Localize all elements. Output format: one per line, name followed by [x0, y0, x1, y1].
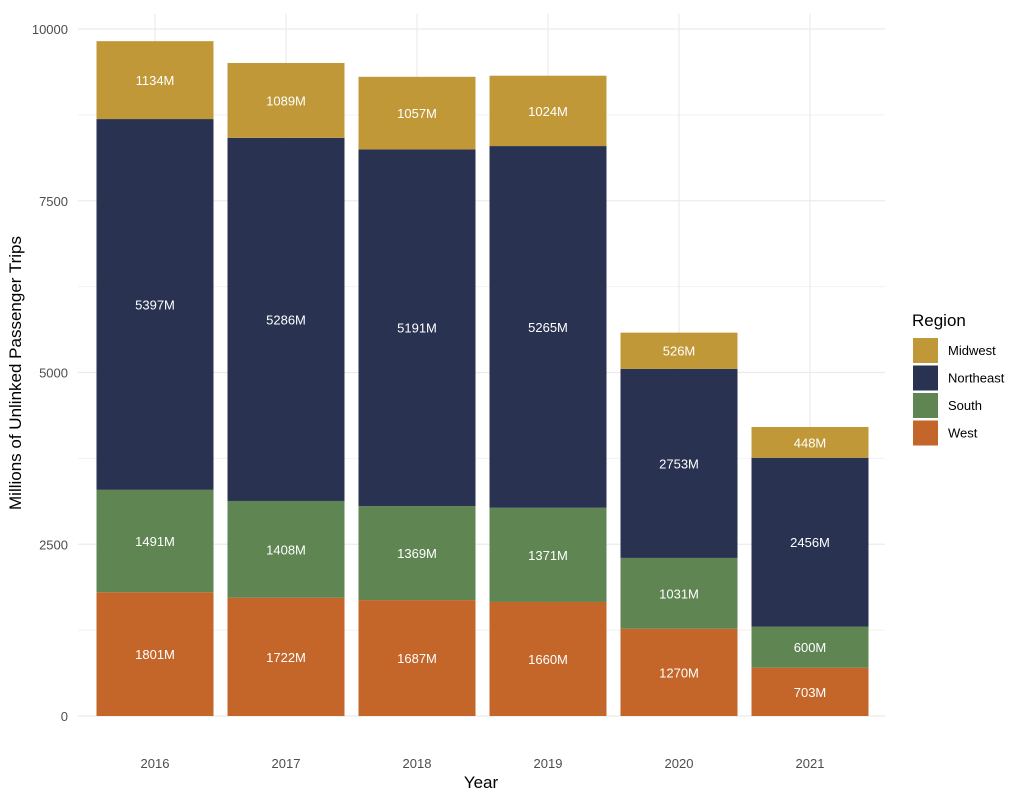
bar-segment-south-2020 — [620, 557, 738, 629]
bar-segment-midwest-2020 — [620, 332, 738, 369]
bar-segment-south-2016 — [96, 489, 214, 593]
bar-segment-west-2017 — [227, 597, 345, 716]
bar-segment-midwest-2019 — [489, 75, 607, 147]
bar-value-label: 2456M — [790, 535, 830, 550]
y-axis-ticks: 0 2500 5000 7500 10000 — [32, 22, 68, 724]
bar-value-label: 1491M — [135, 534, 175, 549]
y-tick-label: 2500 — [39, 537, 68, 552]
bar-value-label: 1089M — [266, 93, 306, 108]
legend-title: Region — [912, 311, 966, 330]
x-tick-label: 2018 — [403, 756, 432, 771]
y-tick-label: 5000 — [39, 366, 68, 381]
bar-segment-south-2017 — [227, 500, 345, 598]
bar-value-label: 5265M — [528, 320, 568, 335]
bar-segment-midwest-2017 — [227, 63, 345, 138]
x-axis-ticks: 2016 2017 2018 2019 2020 2021 — [141, 756, 825, 771]
bar-value-label: 526M — [663, 344, 696, 359]
bar-segment-northeast-2018 — [358, 149, 476, 507]
bar-segment-west-2018 — [358, 600, 476, 716]
bar-value-label: 5286M — [266, 312, 306, 327]
bar-value-label: 1408M — [266, 542, 306, 557]
y-tick-label: 0 — [61, 709, 68, 724]
bar-segment-midwest-2016 — [96, 41, 214, 120]
bar-value-label: 600M — [794, 640, 827, 655]
y-tick-label: 7500 — [39, 194, 68, 209]
bar-value-label: 1134M — [136, 73, 175, 88]
bar-value-label: 448M — [794, 435, 827, 450]
legend-label-west: West — [948, 426, 978, 441]
legend-label-midwest: Midwest — [948, 343, 996, 358]
bar-value-label: 1687M — [397, 651, 437, 666]
bar-value-label: 5397M — [135, 297, 175, 312]
legend-key-northeast — [913, 365, 938, 391]
bar-segment-west-2016 — [96, 592, 214, 716]
x-tick-label: 2019 — [534, 756, 563, 771]
bar-value-label: 5191M — [397, 321, 437, 336]
bar-segment-south-2021 — [751, 626, 869, 668]
bar-value-label: 1024M — [528, 104, 568, 119]
x-tick-label: 2017 — [272, 756, 301, 771]
bars — [96, 41, 869, 716]
legend: Region Midwest Northeast South West — [912, 311, 1005, 446]
legend-label-south: South — [948, 398, 982, 413]
bar-value-label: 703M — [794, 685, 827, 700]
bar-value-label: 2753M — [659, 456, 699, 471]
bar-segment-south-2018 — [358, 506, 476, 601]
bar-value-label: 1369M — [397, 546, 437, 561]
x-tick-label: 2016 — [141, 756, 170, 771]
bar-segment-northeast-2019 — [489, 146, 607, 508]
bar-value-label: 1660M — [528, 652, 568, 667]
x-axis-title: Year — [464, 773, 499, 792]
y-tick-label: 10000 — [32, 22, 68, 37]
legend-label-northeast: Northeast — [948, 371, 1005, 386]
bar-segment-west-2020 — [620, 628, 738, 716]
bar-value-labels: 1801M 1491M 5397M 1134M 1722M 1408M 5286M 1089M… — [135, 73, 830, 700]
bar-segment-midwest-2018 — [358, 76, 476, 150]
bar-value-label: 1801M — [135, 647, 175, 662]
bar-segment-west-2021 — [751, 667, 869, 716]
y-axis-title: Millions of Unlinked Passenger Trips — [6, 236, 25, 510]
x-tick-label: 2020 — [665, 756, 694, 771]
bar-segment-south-2019 — [489, 507, 607, 602]
bar-value-label: 1057M — [397, 106, 437, 121]
bar-segment-midwest-2021 — [751, 426, 869, 458]
legend-key-midwest — [913, 338, 938, 363]
bar-segment-northeast-2020 — [620, 368, 738, 558]
bar-value-label: 1031M — [659, 586, 699, 601]
legend-key-south — [913, 393, 938, 418]
bar-value-label: 1270M — [659, 665, 699, 680]
legend-key-west — [913, 420, 938, 446]
bar-segment-northeast-2016 — [96, 119, 214, 490]
bar-value-label: 1722M — [266, 650, 306, 665]
bar-segment-northeast-2017 — [227, 137, 345, 501]
x-tick-label: 2021 — [796, 756, 825, 771]
bar-value-label: 1371M — [528, 548, 568, 563]
bar-segment-northeast-2021 — [751, 457, 869, 627]
bar-segment-west-2019 — [489, 601, 607, 716]
